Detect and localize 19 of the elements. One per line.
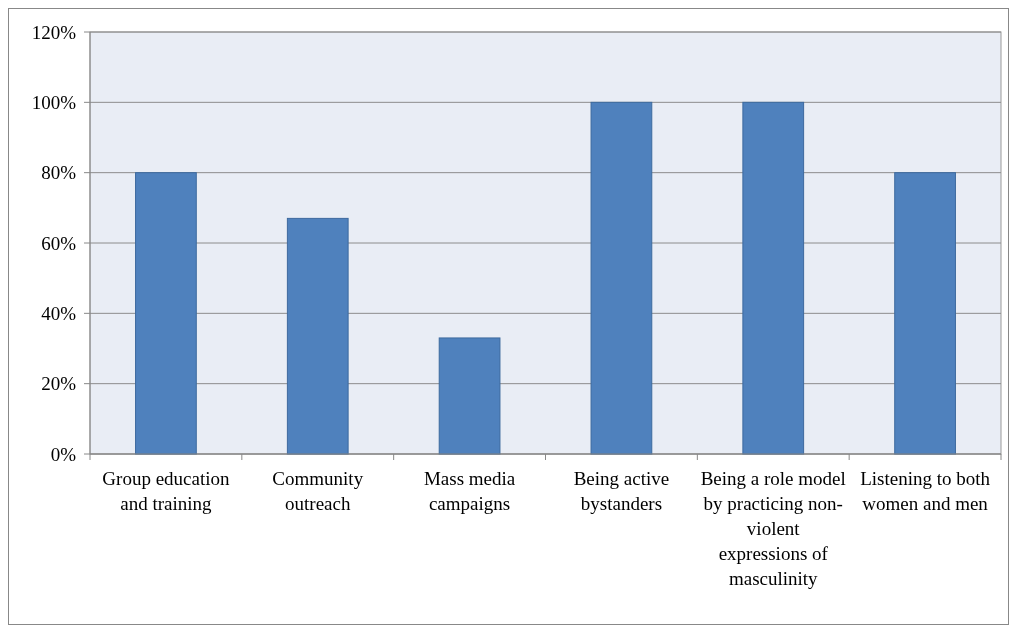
x-tick-label: Mass media campaigns	[423, 468, 516, 514]
bar	[438, 337, 501, 455]
y-tick-label: 0%	[50, 443, 77, 465]
bar	[742, 101, 805, 455]
x-tick-label: Listening to both women and men	[860, 468, 991, 514]
y-tick-label: 60%	[41, 232, 77, 254]
y-tick-label: 40%	[41, 302, 77, 324]
x-tick-label: Group education and training	[102, 468, 230, 514]
bar	[590, 101, 653, 455]
bar	[135, 172, 197, 455]
y-tick-label: 20%	[41, 373, 77, 395]
bar	[286, 217, 349, 455]
x-tick-label: Being active bystanders	[573, 468, 670, 514]
y-tick-label: 100%	[31, 91, 77, 113]
y-tick-label: 120%	[31, 21, 77, 43]
y-tick-label: 80%	[41, 162, 77, 184]
bar	[894, 172, 956, 455]
x-tick-label: Being a role model by practicing non-violent expressions of masculinity	[700, 468, 846, 589]
x-tick-label: Community outreach	[272, 468, 364, 514]
